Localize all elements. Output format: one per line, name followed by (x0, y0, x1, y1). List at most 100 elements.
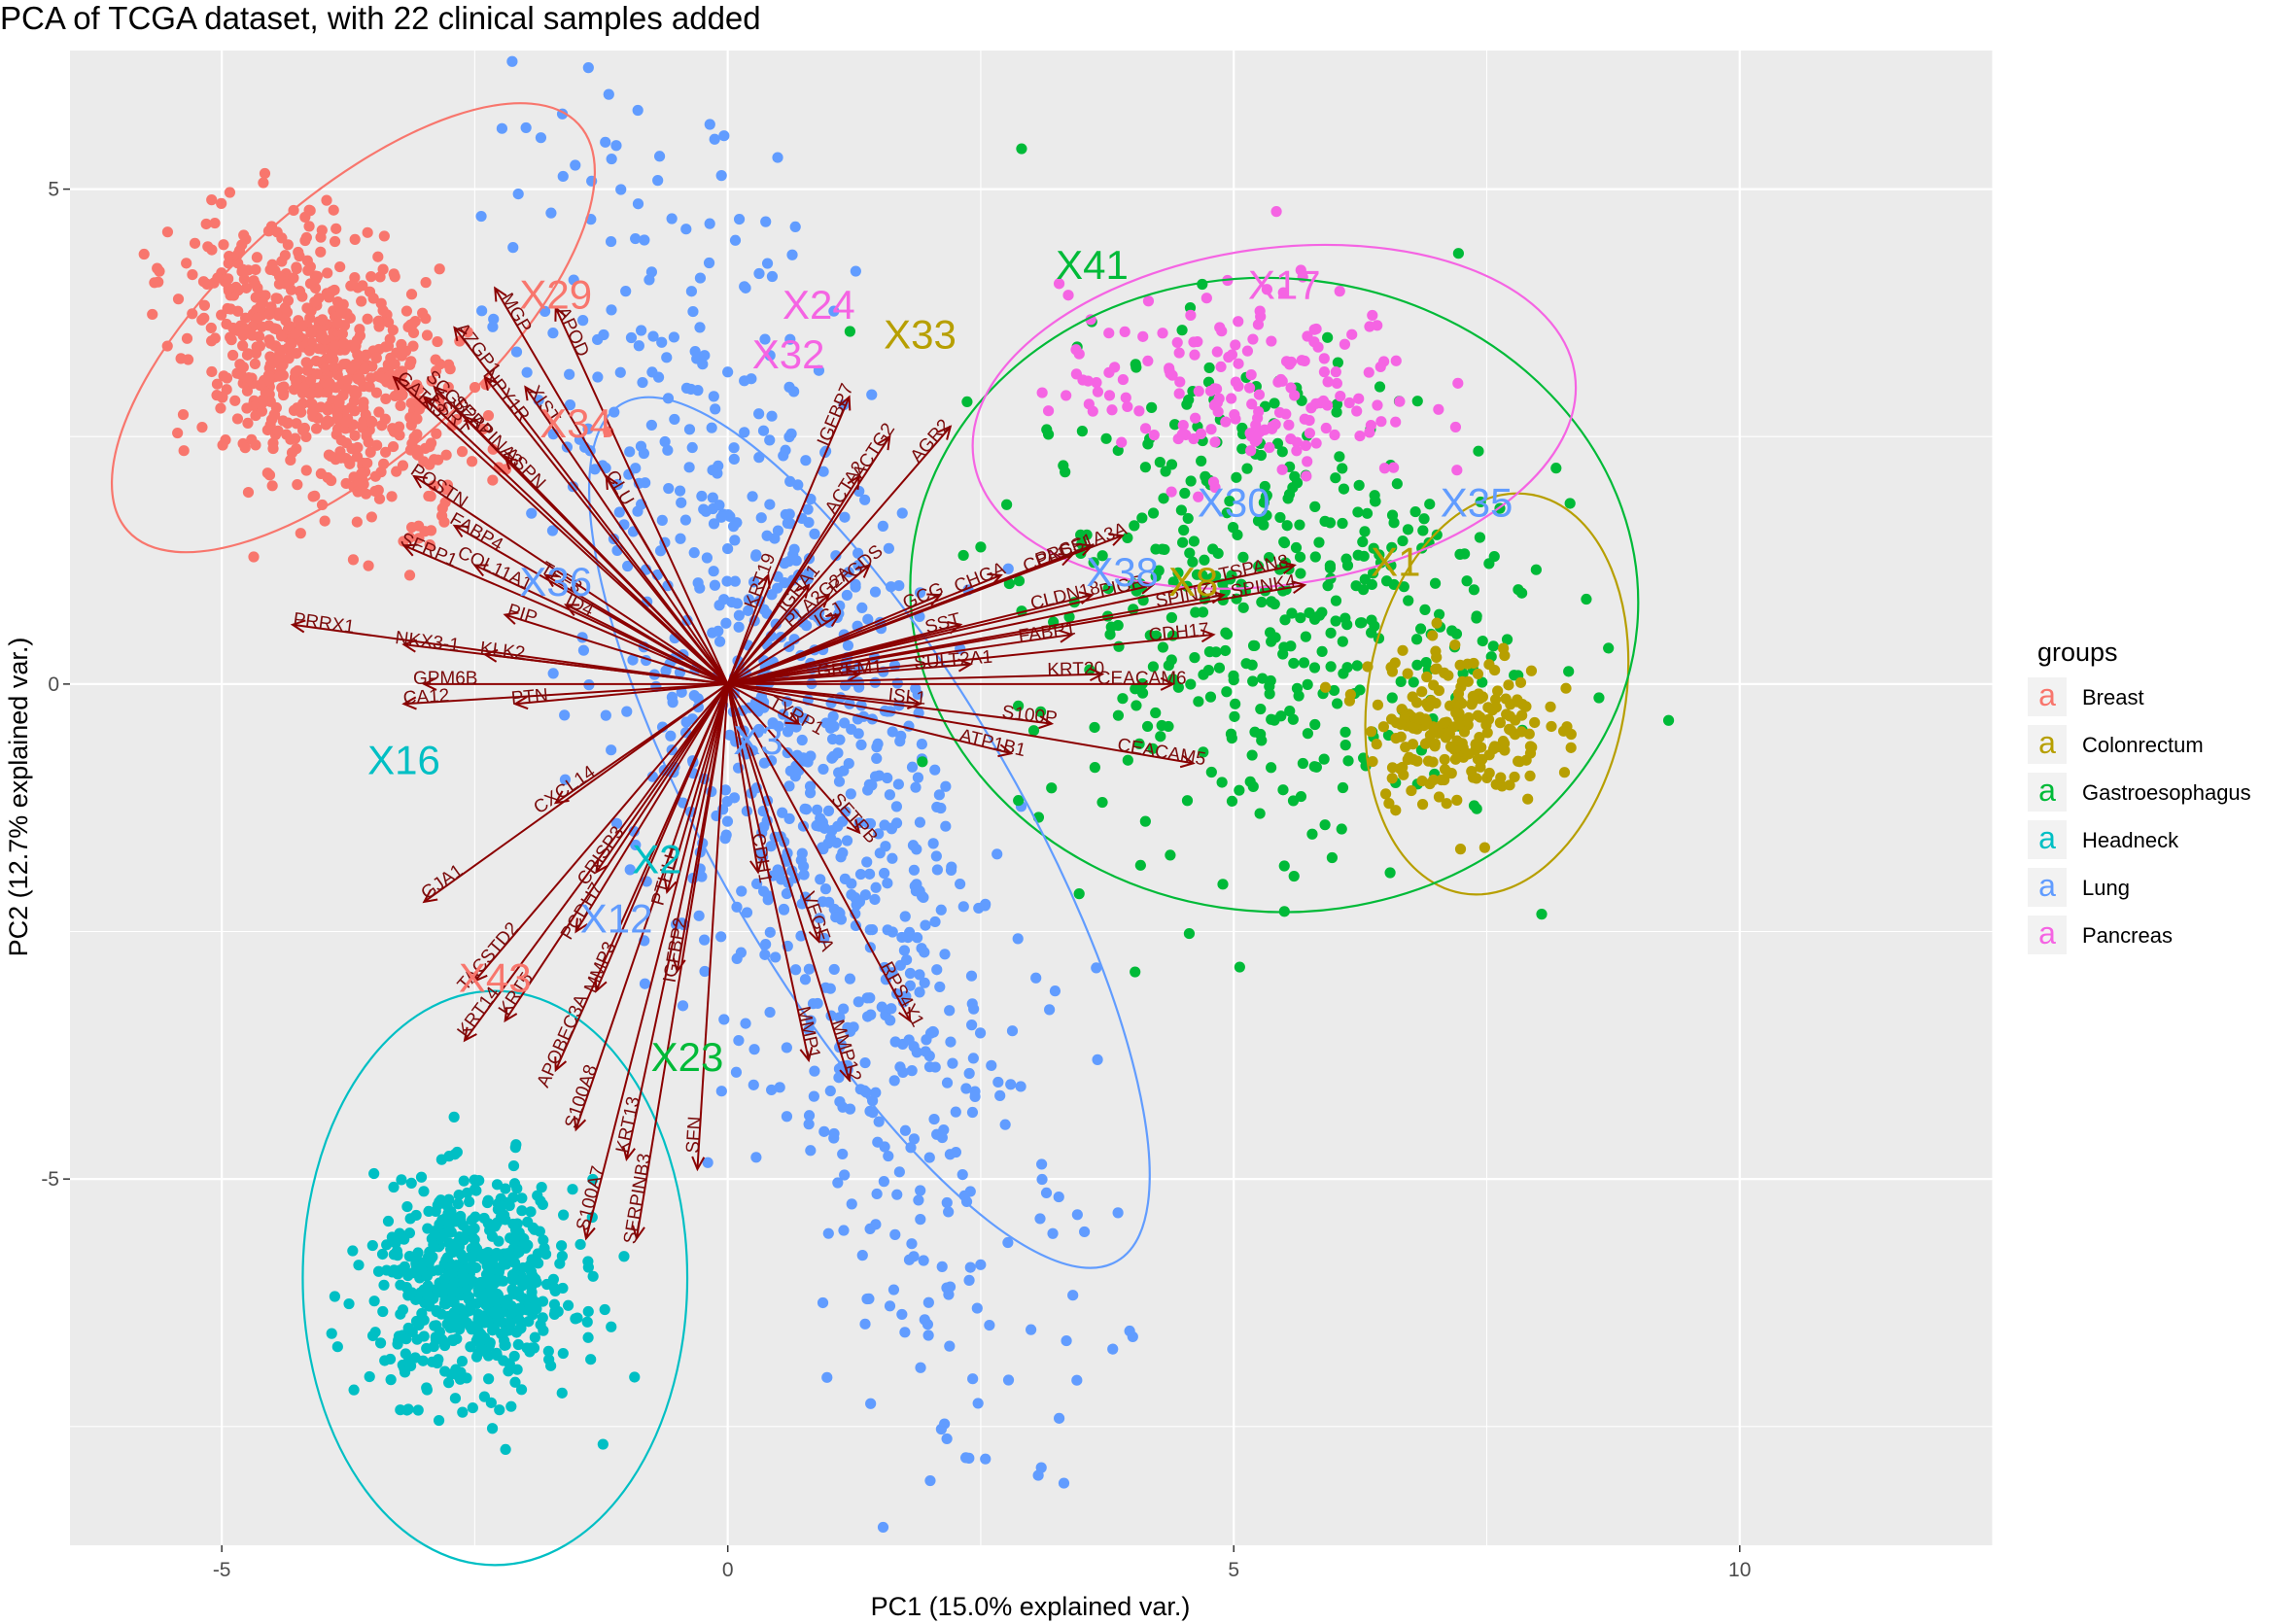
data-point (310, 423, 323, 434)
data-point (827, 710, 839, 722)
data-point (1471, 773, 1482, 784)
data-point (766, 589, 778, 601)
data-point (242, 417, 254, 430)
data-point (899, 1327, 911, 1338)
data-point (377, 1305, 389, 1318)
data-point (629, 1371, 641, 1383)
data-point (912, 772, 924, 783)
data-point (509, 1274, 521, 1286)
data-point (731, 598, 744, 609)
data-point (1316, 645, 1328, 657)
data-point (1499, 744, 1511, 756)
data-point (187, 269, 198, 281)
data-point (379, 1355, 391, 1366)
data-point (1593, 692, 1605, 704)
data-point (656, 514, 668, 526)
loading-label: GPM6B (413, 669, 478, 689)
data-point (291, 262, 302, 275)
data-point (856, 1250, 868, 1261)
data-point (1441, 798, 1452, 810)
data-point (376, 1248, 389, 1261)
loading-arrowhead (472, 564, 489, 577)
data-point (1301, 470, 1312, 482)
data-point (1520, 754, 1532, 766)
data-point (871, 752, 883, 765)
data-point (933, 789, 945, 801)
data-point (896, 931, 908, 944)
data-point (749, 697, 761, 708)
data-point (846, 1198, 857, 1210)
data-point (1339, 726, 1351, 738)
data-point (382, 1215, 395, 1227)
data-point (1131, 362, 1142, 373)
data-point (428, 454, 440, 466)
data-point (464, 1195, 475, 1208)
data-point (1366, 614, 1377, 626)
data-point (668, 331, 679, 343)
data-point (378, 230, 390, 242)
data-point (1249, 639, 1261, 652)
data-point (873, 770, 886, 781)
data-point (488, 1296, 500, 1307)
data-point (424, 538, 435, 551)
data-point (302, 359, 314, 370)
data-point (388, 1181, 400, 1193)
data-point (1001, 499, 1013, 510)
data-point (315, 246, 327, 258)
data-point (1122, 400, 1133, 413)
data-point (693, 910, 705, 921)
data-point (910, 781, 922, 793)
data-point (701, 552, 713, 564)
data-point (1318, 753, 1330, 765)
data-point (421, 1382, 433, 1394)
data-point (784, 765, 796, 777)
data-point (782, 726, 794, 738)
data-point (389, 358, 400, 370)
data-point (321, 386, 333, 398)
data-point (1163, 720, 1174, 733)
data-point (239, 442, 251, 454)
data-point (1545, 701, 1556, 712)
data-point (781, 1111, 793, 1123)
data-point (718, 1014, 730, 1025)
data-point (296, 406, 307, 418)
data-point (1266, 335, 1277, 347)
data-point (1283, 359, 1296, 370)
loading-arrow (727, 682, 800, 725)
loading-arrowhead (1078, 543, 1095, 557)
data-point (526, 507, 538, 519)
data-point (1560, 682, 1572, 694)
data-point (351, 516, 363, 528)
data-point (1096, 796, 1108, 809)
data-point (445, 1206, 457, 1218)
data-point (797, 860, 810, 873)
data-point (423, 490, 435, 502)
loading-arrowhead (573, 1116, 587, 1132)
data-point (1449, 753, 1462, 765)
data-point (405, 1177, 417, 1190)
data-point (852, 547, 864, 559)
data-point (817, 842, 828, 853)
data-point (774, 1082, 785, 1093)
data-point (721, 575, 733, 587)
data-point (1246, 398, 1258, 410)
data-point (138, 248, 150, 260)
data-point (559, 709, 571, 721)
data-point (1254, 305, 1266, 317)
data-point (958, 1190, 970, 1201)
data-point (1131, 700, 1142, 711)
data-point (1188, 536, 1200, 547)
data-point (869, 893, 881, 906)
data-point (1165, 611, 1178, 624)
data-point (906, 1238, 918, 1250)
clinical-sample-label: X2 (632, 836, 681, 881)
data-point (512, 1286, 524, 1297)
data-point (1013, 795, 1025, 807)
data-point (915, 1214, 926, 1226)
data-point (487, 321, 499, 332)
data-point (1244, 776, 1256, 787)
data-point (606, 153, 617, 165)
data-point (1320, 422, 1332, 434)
data-point (856, 602, 868, 614)
data-point (402, 1269, 414, 1282)
